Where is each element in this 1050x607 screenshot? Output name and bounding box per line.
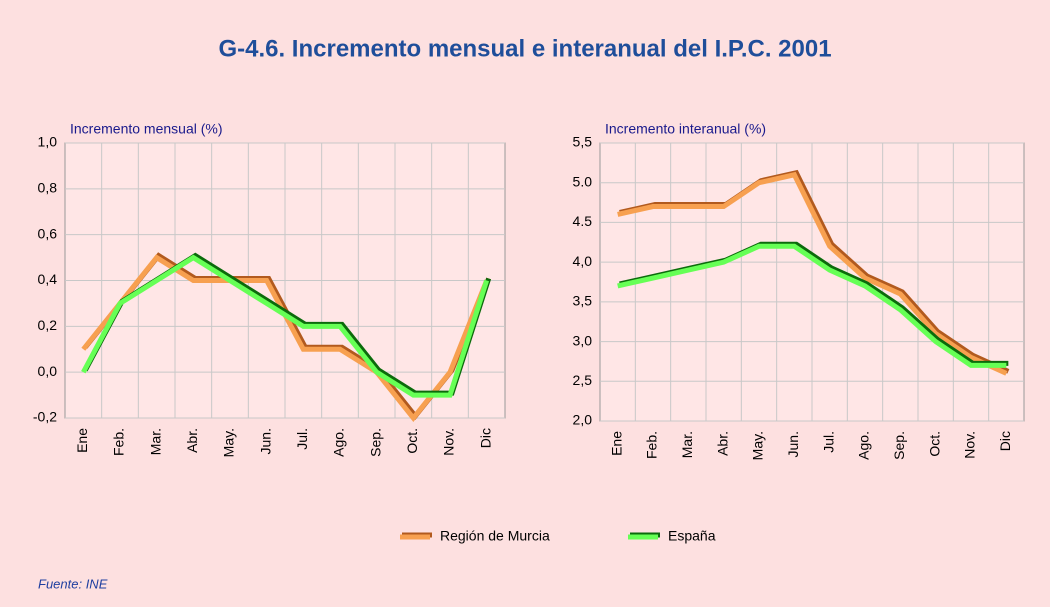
- x-tick-label: Jul.: [294, 428, 310, 450]
- source-note: Fuente: INE: [38, 576, 108, 591]
- x-tick-label: Abr.: [714, 431, 730, 456]
- y-tick-label: 2,0: [573, 412, 593, 428]
- x-tick-label: Sep.: [891, 431, 907, 460]
- x-tick-label: Feb.: [111, 428, 127, 456]
- chart-title: G-4.6. Incremento mensual e interanual d…: [218, 35, 831, 62]
- y-tick-label: 5.0: [573, 173, 593, 189]
- y-tick-label: 0,8: [38, 180, 58, 196]
- x-tick-label: Ago.: [331, 428, 347, 457]
- y-tick-label: 0,4: [38, 271, 58, 287]
- y-axis-label: Incremento mensual (%): [70, 121, 223, 137]
- line: [617, 243, 1007, 368]
- x-tick-label: Ago.: [856, 431, 872, 460]
- y-tick-label: 0,0: [38, 363, 58, 379]
- x-tick-label: Mar.: [679, 431, 695, 458]
- x-tick-label: Jun.: [785, 431, 801, 457]
- x-tick-label: Nov.: [441, 428, 457, 456]
- y-axis-label: Incremento interanual (%): [605, 121, 766, 137]
- legend-label: Región de Murcia: [440, 528, 550, 544]
- x-tick-label: Mar.: [147, 428, 163, 455]
- x-tick-label: Nov.: [962, 431, 978, 459]
- x-tick-label: Dic: [477, 428, 493, 448]
- y-tick-label: 1,0: [38, 134, 58, 150]
- y-tick-label: 3,5: [573, 293, 593, 309]
- x-tick-label: Sep.: [367, 428, 383, 457]
- y-tick-label: 4,0: [573, 253, 593, 269]
- x-tick-label: Ene: [608, 431, 624, 456]
- x-tick-label: May.: [750, 431, 766, 460]
- x-tick-label: Feb.: [644, 431, 660, 459]
- y-tick-label: 0,6: [38, 225, 58, 241]
- x-tick-label: May.: [221, 428, 237, 457]
- y-tick-label: 4.5: [573, 213, 593, 229]
- x-tick-label: Abr.: [184, 428, 200, 453]
- y-tick-label: 5,5: [573, 134, 593, 150]
- x-tick-label: Oct.: [404, 428, 420, 454]
- line: [617, 171, 1008, 376]
- x-tick-label: Jul.: [820, 431, 836, 453]
- y-tick-label: -0,2: [33, 409, 57, 425]
- x-tick-label: Oct.: [926, 431, 942, 457]
- y-tick-label: 3,0: [573, 332, 593, 348]
- line: [81, 254, 490, 398]
- y-tick-label: 2,5: [573, 372, 593, 388]
- x-tick-label: Jun.: [257, 428, 273, 454]
- x-tick-label: Dic: [997, 431, 1013, 451]
- x-tick-label: Ene: [74, 428, 90, 453]
- legend-label: España: [668, 528, 716, 544]
- y-tick-label: 0,2: [38, 317, 58, 333]
